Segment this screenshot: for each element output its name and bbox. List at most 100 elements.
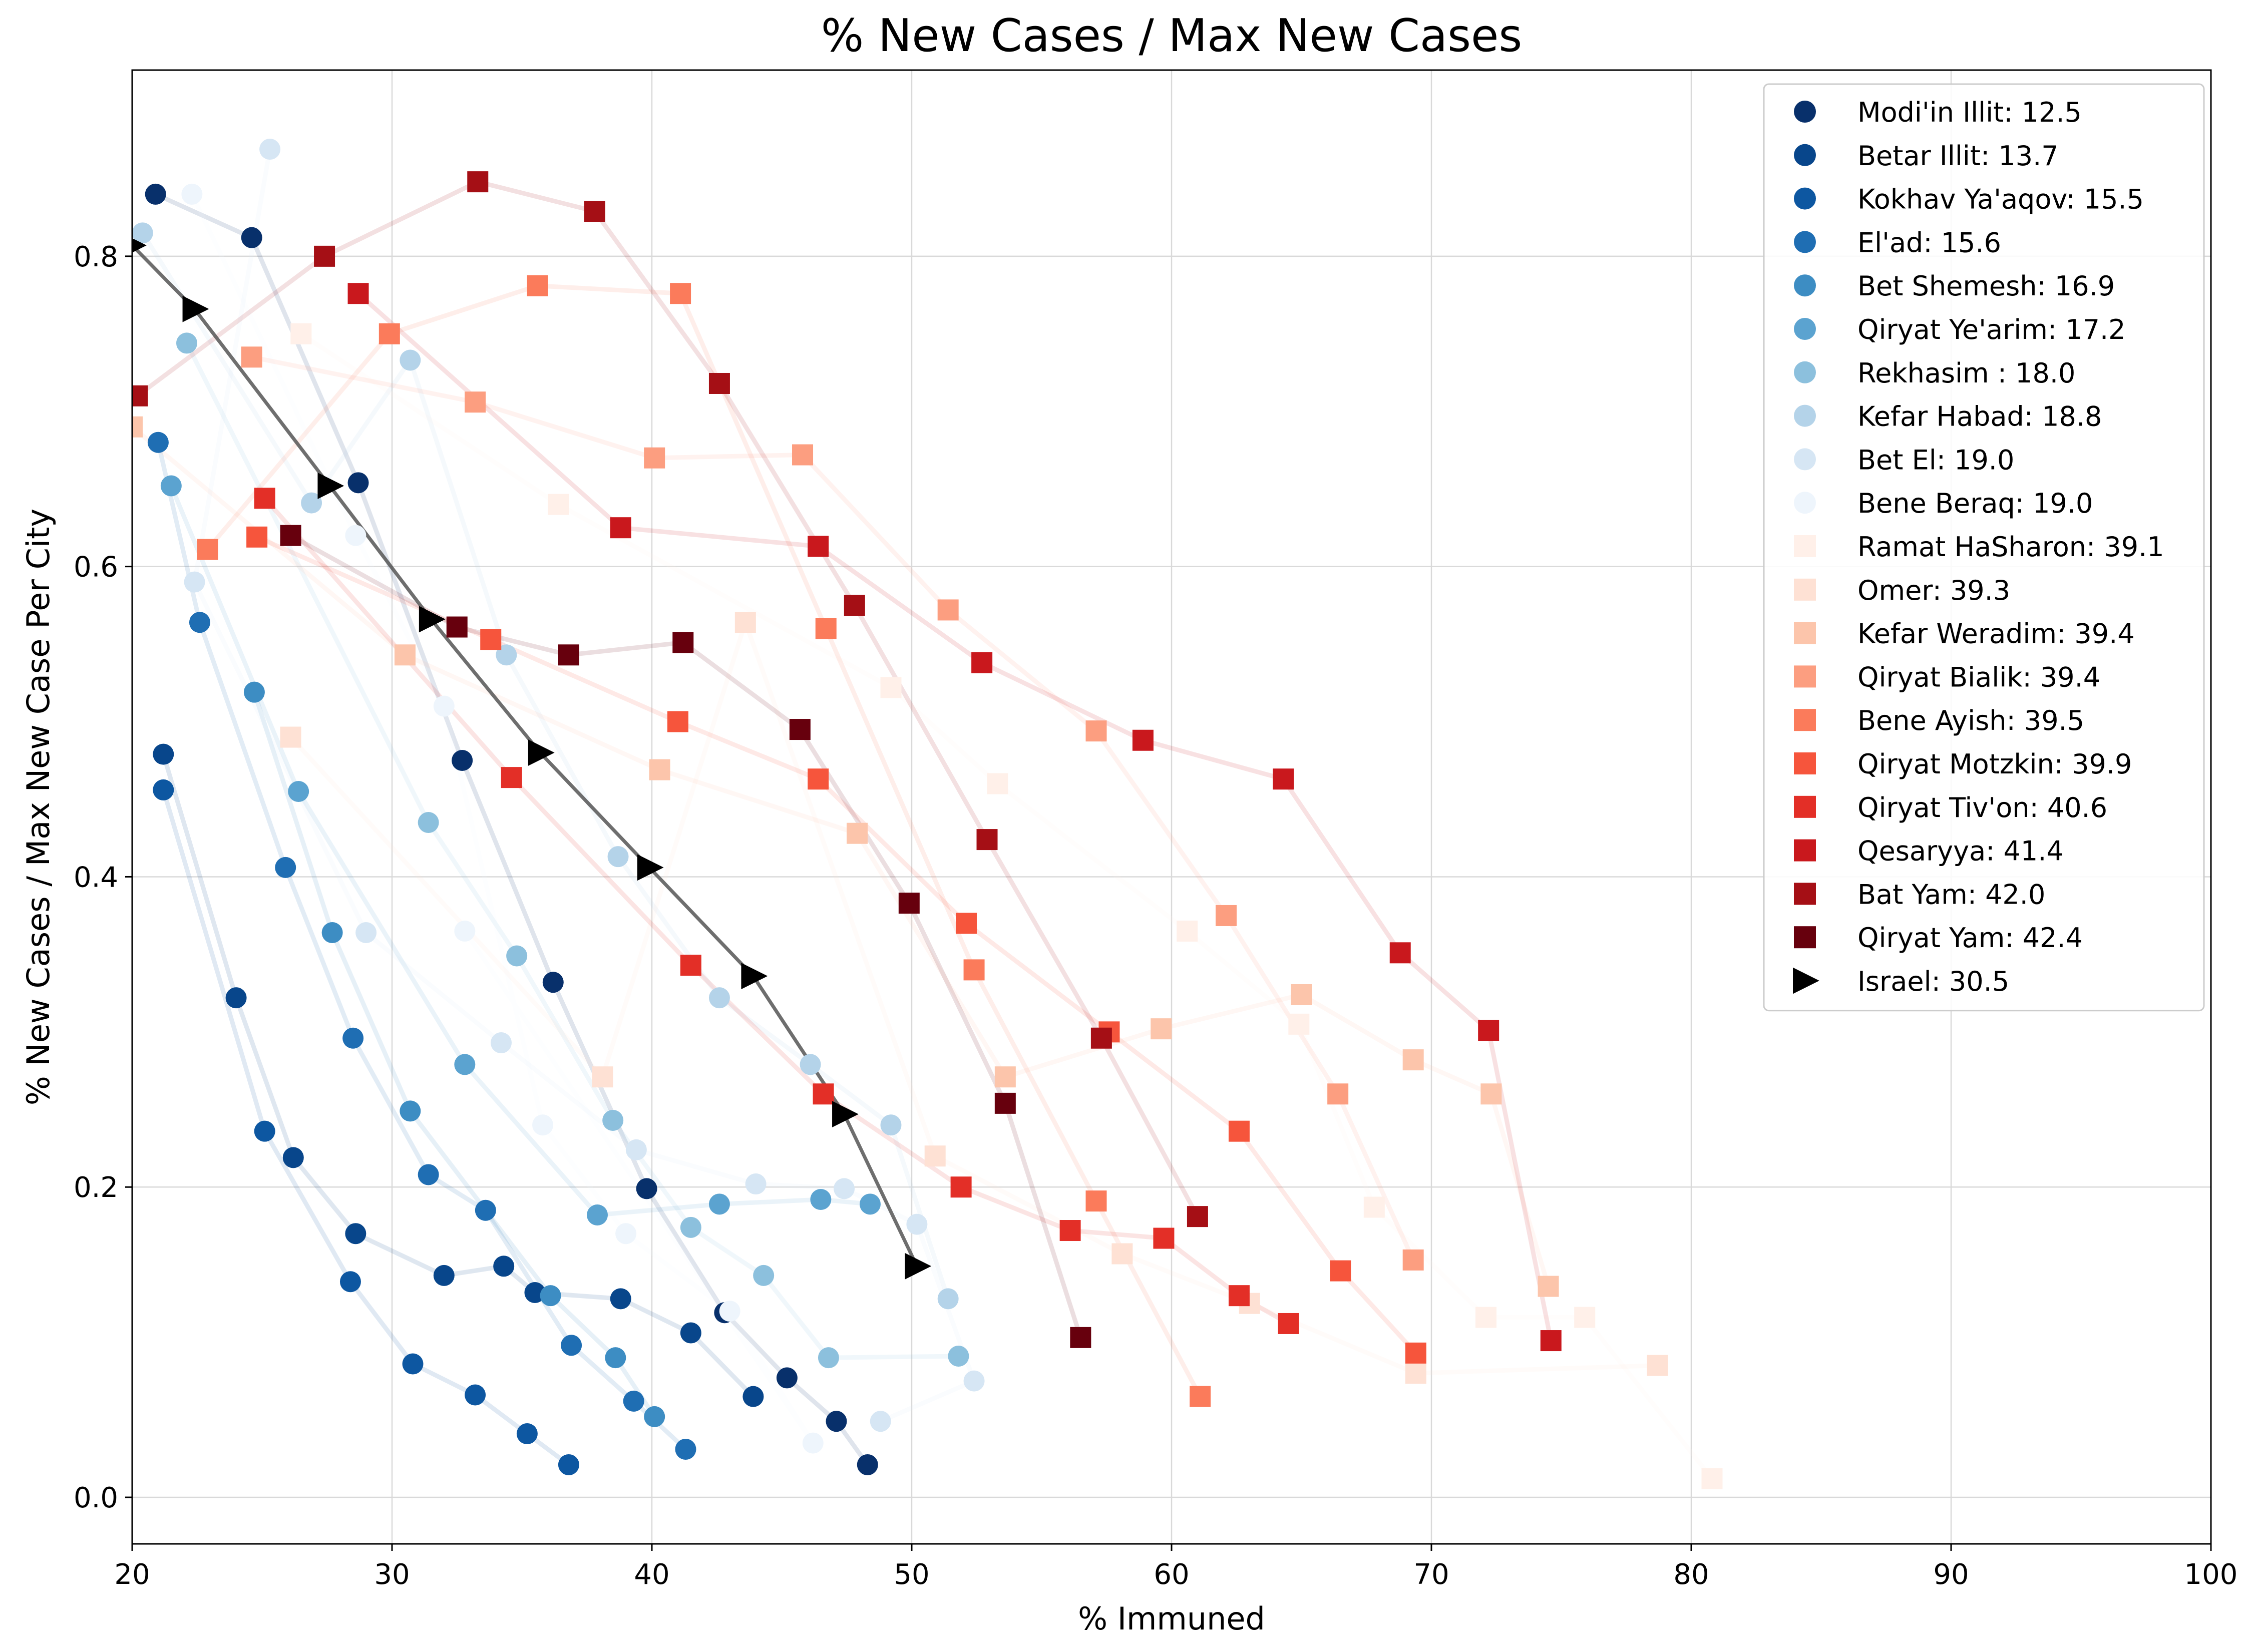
data-point (480, 629, 502, 650)
legend-marker (1794, 404, 1816, 427)
data-point (584, 201, 605, 222)
data-point (1215, 905, 1237, 926)
legend-label: Qiryat Motzkin: 39.9 (1857, 748, 2132, 780)
legend-label: Betar Illit: 13.7 (1857, 140, 2059, 172)
legend-label: Qiryat Bialik: 39.4 (1857, 661, 2100, 693)
data-point (708, 1193, 730, 1215)
data-point (493, 1256, 515, 1277)
x-tick-label: 50 (894, 1558, 929, 1591)
data-point (132, 238, 147, 253)
data-point (924, 1145, 946, 1167)
data-point (540, 1285, 561, 1307)
data-point (813, 1083, 834, 1105)
data-point (400, 1100, 421, 1122)
legend-marker (1794, 144, 1816, 166)
legend-label: Qiryat Tiv'on: 40.6 (1857, 792, 2107, 823)
data-point (1574, 1307, 1596, 1328)
data-point (636, 1178, 657, 1199)
series-line (205, 283, 1203, 1399)
data-point (347, 472, 369, 494)
data-point (667, 711, 688, 732)
data-point (610, 1288, 631, 1310)
legend-marker (1793, 967, 1819, 994)
data-point (880, 677, 902, 698)
data-point (280, 525, 301, 546)
data-point (844, 595, 865, 616)
series-line (189, 192, 816, 1446)
data-point (623, 1390, 644, 1412)
data-point (527, 275, 548, 296)
x-tick-label: 80 (1673, 1558, 1709, 1591)
data-point (402, 1353, 424, 1375)
y-tick-label: 0.8 (74, 241, 118, 273)
data-point (1085, 720, 1107, 742)
data-point (963, 959, 985, 981)
data-point (1402, 1249, 1424, 1271)
data-point (446, 616, 468, 638)
data-point (1405, 1342, 1426, 1364)
data-point (176, 332, 197, 354)
data-point (132, 222, 153, 244)
data-point (153, 779, 174, 800)
data-point (1701, 1468, 1723, 1489)
data-point (592, 1066, 613, 1088)
data-point (254, 1120, 275, 1142)
series-line (288, 620, 1660, 1376)
data-point (490, 1032, 512, 1054)
legend-marker (1794, 187, 1816, 210)
data-point (905, 1253, 932, 1280)
legend-marker (1794, 231, 1816, 253)
legend-label: Bat Yam: 42.0 (1857, 879, 2045, 910)
data-point (400, 349, 421, 371)
data-point (1402, 1049, 1424, 1071)
data-point (955, 913, 977, 934)
data-point (243, 681, 265, 703)
data-point (246, 526, 268, 548)
x-tick-label: 90 (1933, 1558, 1969, 1591)
series-line (161, 752, 756, 1399)
data-point (254, 488, 275, 509)
legend-marker (1794, 578, 1816, 601)
data-point (1187, 1206, 1208, 1227)
data-point (637, 854, 664, 881)
data-point (452, 750, 473, 771)
data-point (810, 1189, 832, 1210)
data-point (587, 1204, 608, 1226)
data-point (524, 1282, 546, 1303)
data-point (1647, 1355, 1668, 1376)
legend-label: Qiryat Yam: 42.4 (1857, 922, 2083, 954)
x-tick-label: 40 (634, 1558, 669, 1591)
data-point (132, 416, 143, 438)
data-point (906, 1213, 928, 1235)
data-point (741, 963, 768, 990)
legend-label: El'ad: 15.6 (1857, 227, 2001, 258)
data-point (1327, 1083, 1349, 1105)
x-axis: 20 30 40 50 60 70 80 90 100 (114, 1544, 2237, 1591)
series-line (184, 340, 961, 1360)
data-point (181, 183, 203, 205)
data-point (197, 539, 218, 560)
data-point (605, 1347, 626, 1369)
data-point (670, 283, 691, 304)
data-point (615, 1223, 637, 1245)
data-point (742, 1386, 764, 1407)
data-point (1405, 1363, 1426, 1384)
data-point (1538, 1276, 1559, 1297)
data-point (625, 1139, 647, 1160)
data-point (467, 171, 489, 193)
legend-marker (1794, 535, 1816, 557)
data-point (994, 1092, 1016, 1114)
data-point (719, 1301, 740, 1322)
data-point (898, 893, 920, 914)
data-point (345, 525, 366, 546)
data-point (1330, 1260, 1351, 1282)
legend-label: Kefar Habad: 18.8 (1857, 401, 2102, 433)
legend-label: Modi'in Illit: 12.5 (1857, 97, 2082, 128)
data-point (339, 1271, 361, 1293)
data-point (355, 922, 377, 944)
data-point (475, 1199, 496, 1221)
chart-title: % New Cases / Max New Cases (821, 10, 1522, 62)
data-point (321, 922, 343, 944)
data-point (976, 829, 998, 851)
legend-marker (1794, 795, 1816, 818)
